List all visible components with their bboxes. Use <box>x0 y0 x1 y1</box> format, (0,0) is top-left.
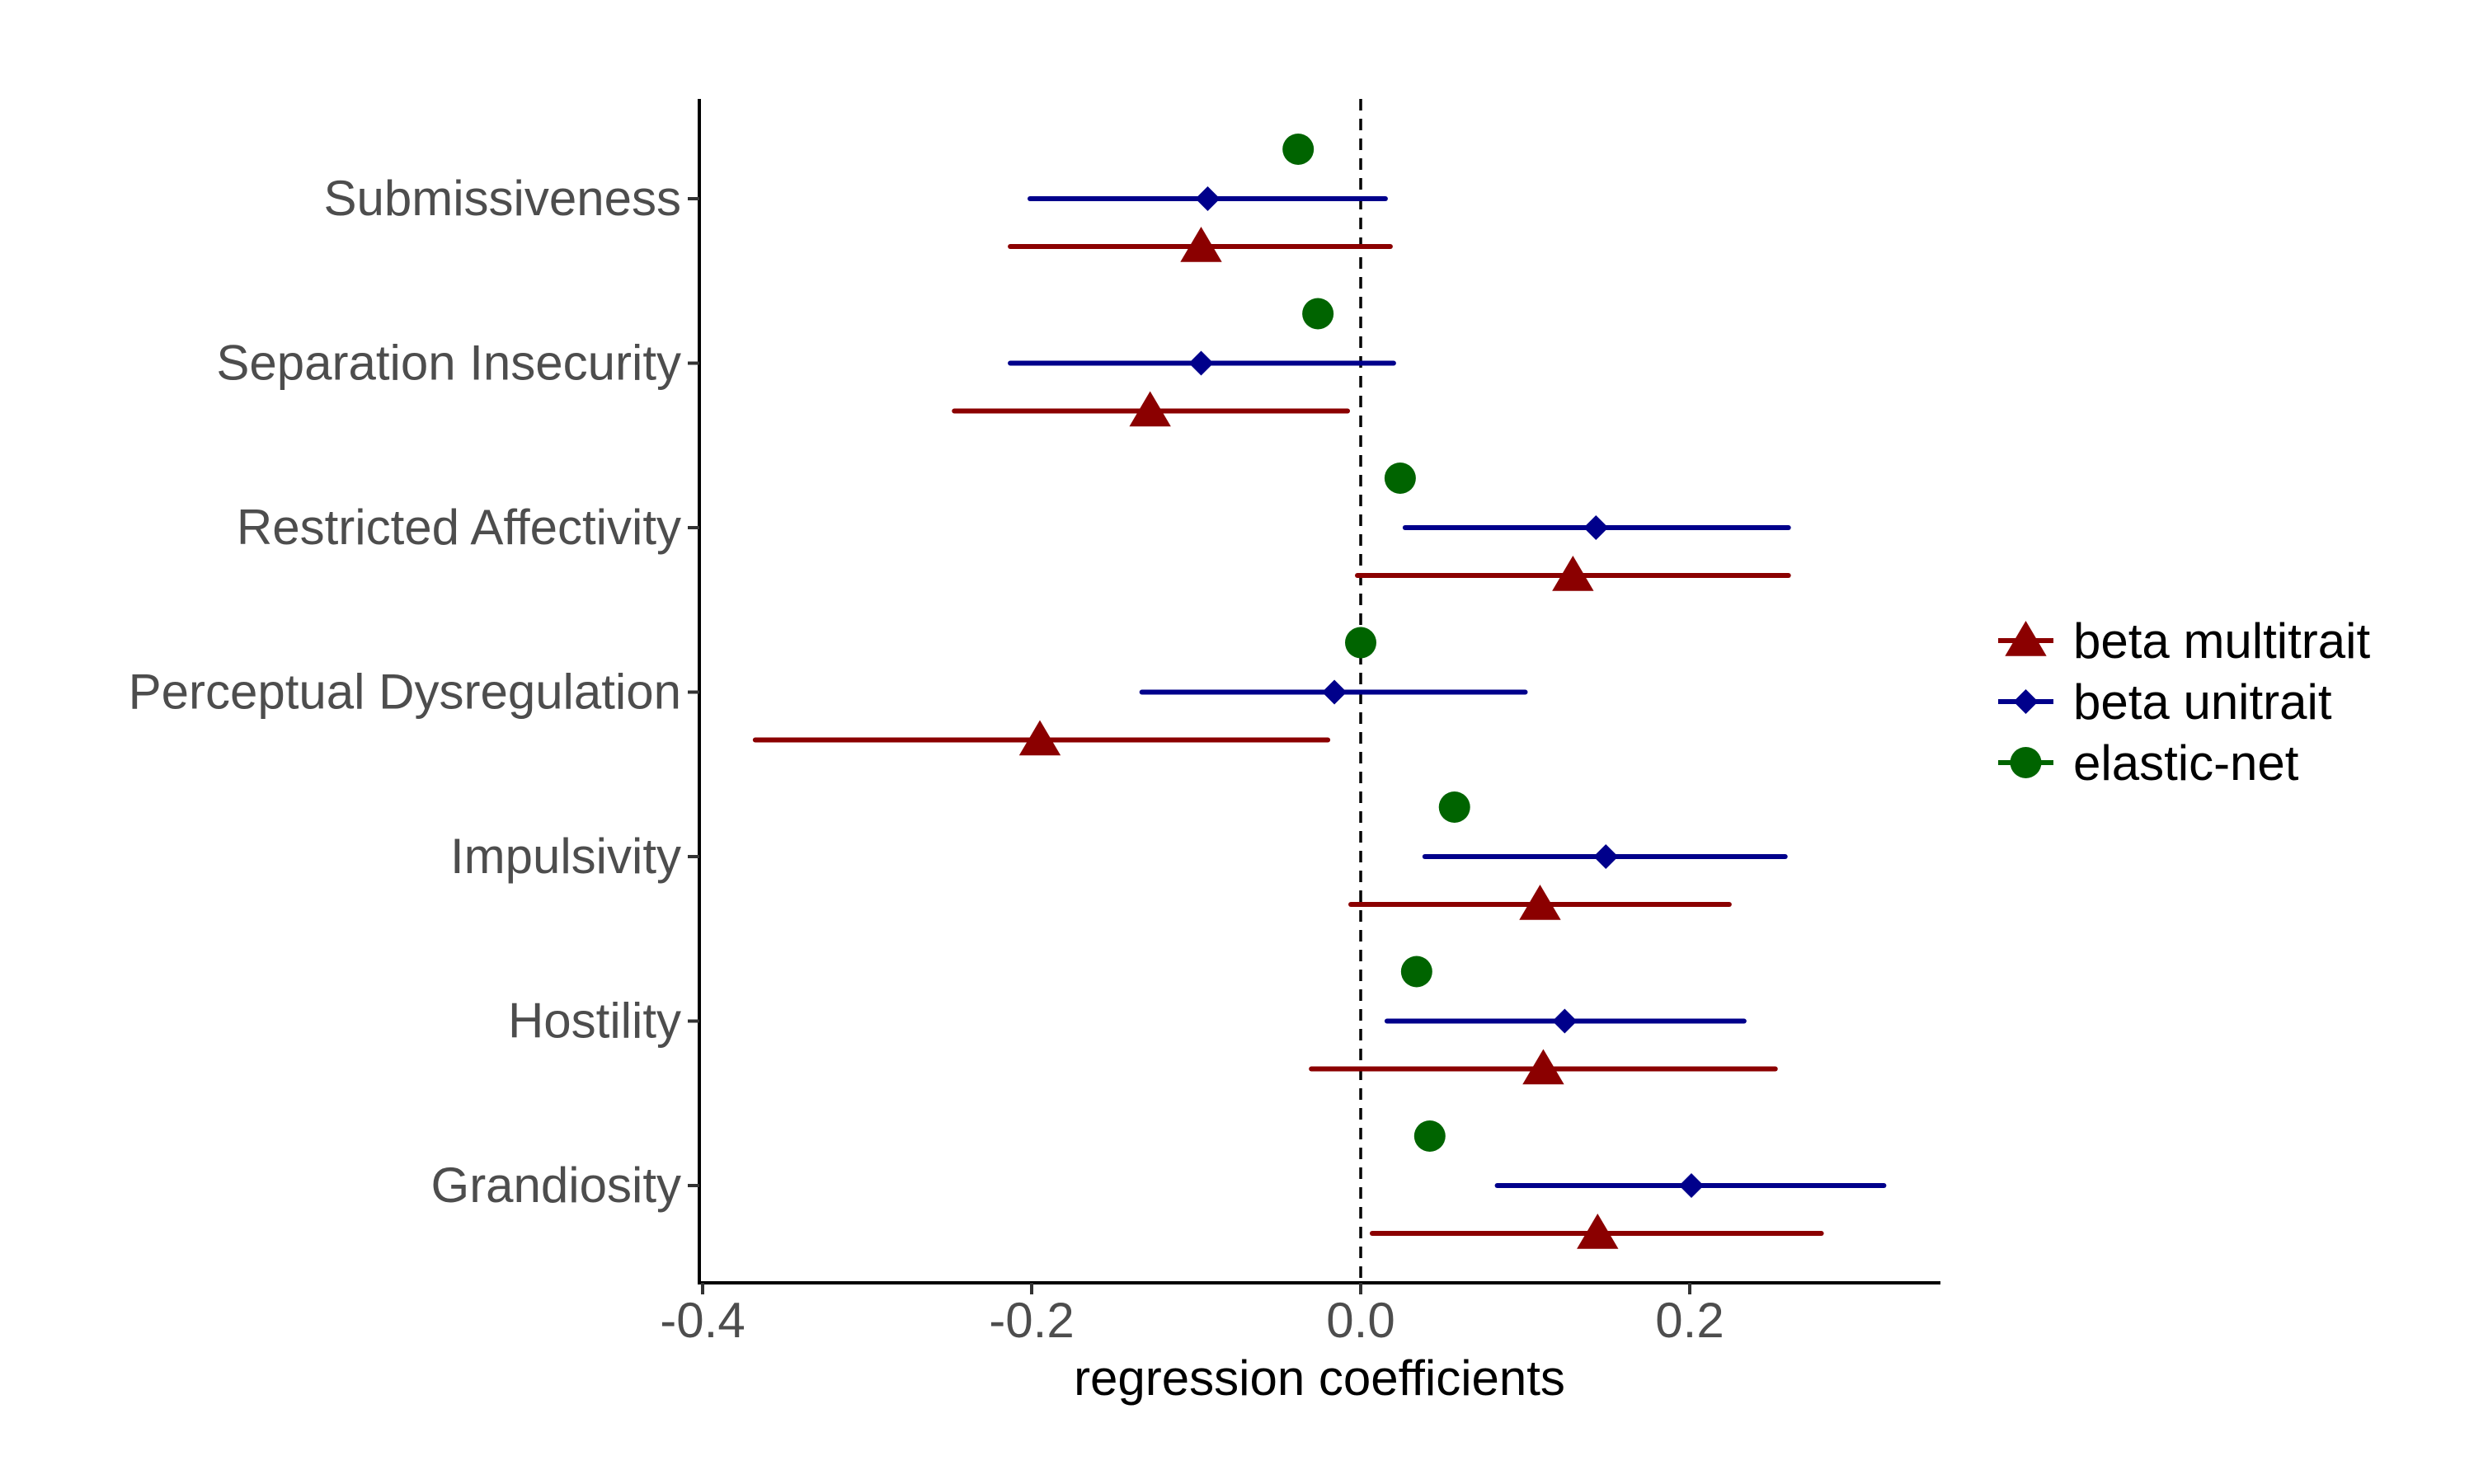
beta-multitrait-point <box>1577 1214 1619 1249</box>
y-tick-label: Submissiveness <box>323 171 681 226</box>
elastic-net-point <box>1384 463 1416 494</box>
y-tick-label: Separation Insecurity <box>216 336 681 391</box>
legend-key-marker-beta-multitrait <box>2005 621 2047 656</box>
elastic-net-point <box>1400 956 1432 988</box>
legend-label-beta-unitrait: beta unitrait <box>2073 674 2332 730</box>
legend-key-marker-beta-unitrait <box>2013 689 2039 714</box>
legend-label-beta-multitrait: beta multitrait <box>2073 613 2370 669</box>
legend-label-elastic-net: elastic-net <box>2073 735 2299 791</box>
x-tick-label: -0.2 <box>989 1293 1074 1348</box>
beta-multitrait-point <box>1552 556 1594 591</box>
beta-unitrait-point <box>1593 844 1619 869</box>
beta-multitrait-point <box>1018 720 1061 756</box>
x-tick-label: -0.4 <box>660 1293 745 1348</box>
plot-area <box>752 99 1887 1283</box>
beta-unitrait-point <box>1552 1008 1578 1034</box>
y-tick-label: Perceptual Dysregulation <box>129 665 681 720</box>
beta-unitrait-point <box>1195 186 1221 211</box>
y-tick-label: Restricted Affectivity <box>237 500 681 555</box>
elastic-net-point <box>1413 1120 1446 1152</box>
axes: regression coefficients Submissiveness Se… <box>129 99 1940 1406</box>
beta-multitrait-point <box>1129 391 1171 427</box>
beta-unitrait-point <box>1678 1173 1704 1198</box>
x-axis-title: regression coefficients <box>1074 1350 1565 1406</box>
beta-unitrait-point <box>1583 515 1609 540</box>
elastic-net-point <box>1345 627 1376 659</box>
x-tick-label: 0.2 <box>1655 1293 1724 1348</box>
beta-multitrait-point <box>1522 1049 1564 1085</box>
legend-key-marker-elastic-net <box>2010 747 2042 778</box>
beta-multitrait-point <box>1519 885 1561 920</box>
beta-multitrait-point <box>1180 227 1222 262</box>
y-tick-label: Impulsivity <box>450 829 681 884</box>
beta-unitrait-point <box>1322 679 1348 705</box>
elastic-net-point <box>1282 134 1315 165</box>
elastic-net-point <box>1302 298 1334 330</box>
elastic-net-point <box>1438 791 1470 823</box>
beta-unitrait-point <box>1188 350 1214 376</box>
y-tick-label: Hostility <box>508 993 681 1049</box>
x-tick-label: 0.0 <box>1326 1293 1395 1348</box>
y-tick-label: Grandiosity <box>431 1158 681 1213</box>
